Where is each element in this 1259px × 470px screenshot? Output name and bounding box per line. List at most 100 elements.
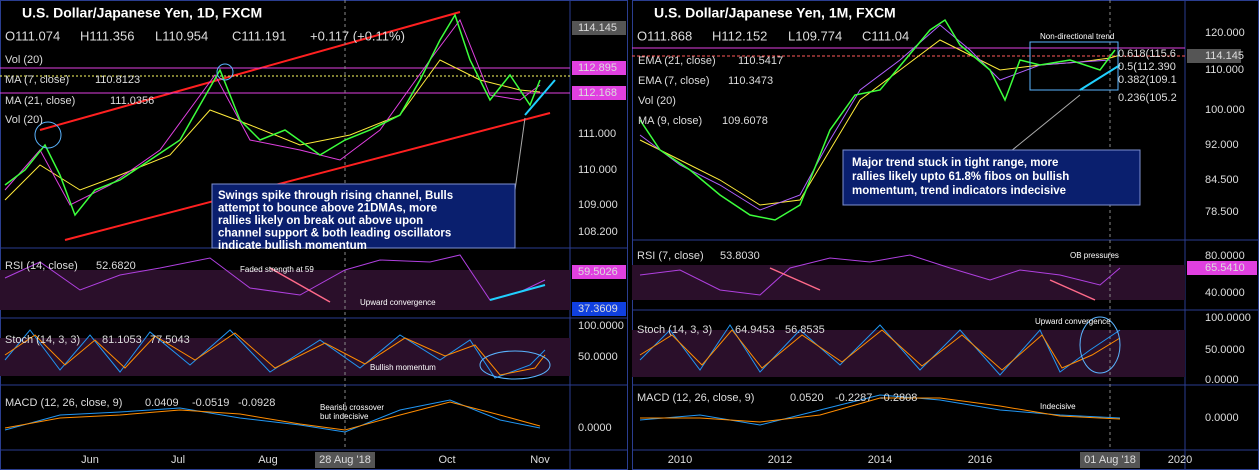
indicator-value: 52.6820	[96, 260, 136, 272]
price-label: 108.200	[578, 226, 618, 238]
ohlc-value: H112.152	[712, 28, 767, 43]
price-tag	[1187, 261, 1257, 275]
price-label: 0.0000	[1205, 412, 1239, 424]
indicator-label: Stoch (14, 3, 3)	[637, 324, 712, 336]
legend-label: EMA (21, close)	[638, 55, 716, 67]
time-label: Jul	[171, 454, 185, 466]
price-label: 109.000	[578, 199, 618, 211]
indicator-value: 81.1053	[102, 334, 142, 346]
ohlc-value: O111.074	[5, 28, 60, 43]
annotation: attempt to bounce above 21DMAs, more	[218, 203, 437, 215]
annotation: Major trend stuck in tight range, more	[852, 157, 1058, 169]
annotation: Bearish crossover	[320, 403, 384, 412]
price-label: 112.168	[578, 87, 617, 99]
ohlc-value: C111.04	[862, 28, 909, 43]
legend-label: Vol (20)	[638, 95, 676, 107]
price-label: 110.000	[578, 164, 617, 176]
ohlc-value: +0.117 (+0.11%)	[310, 28, 405, 43]
right-price-drawing	[632, 0, 1185, 450]
legend-value: 110.8123	[95, 74, 140, 86]
price-label: 114.145	[1205, 50, 1244, 62]
ohlc-value: H111.356	[80, 28, 134, 43]
fib-label: 0.618(115.6	[1118, 48, 1176, 60]
legend-label: MA (21, close)	[5, 95, 75, 107]
indicator-label: Stoch (14, 3, 3)	[5, 334, 80, 346]
indicator-value: -0.2287	[835, 392, 872, 404]
price-label: 92.000	[1205, 139, 1239, 151]
time-tag	[315, 452, 375, 468]
ohlc-value: L109.774	[788, 28, 842, 43]
price-tag	[572, 265, 626, 279]
legend-value: 110.5417	[738, 55, 783, 67]
legend-value: 109.6078	[722, 115, 768, 127]
annotation: Indecisive	[1040, 402, 1076, 411]
chart-title: U.S. Dollar/Japanese Yen, 1D, FXCM	[22, 5, 262, 21]
annotation: Upward convergence	[1035, 317, 1111, 326]
annotation: rallies likely upto 61.8% fibos on bulli…	[852, 171, 1069, 183]
annotation: Faded strength at 59	[240, 265, 314, 274]
annotation: Upward convergence	[360, 298, 436, 307]
fib-label: 0.236(105.2	[1118, 92, 1177, 104]
time-label: 2014	[868, 454, 892, 466]
time-label: 01 Aug '18	[1084, 454, 1136, 466]
indicator-value: 64.9453	[735, 324, 775, 336]
price-tag	[572, 302, 626, 316]
price-label: 50.0000	[1205, 344, 1245, 356]
annotation: Swings spike through rising channel, Bul…	[218, 190, 453, 202]
ohlc-value: L110.954	[155, 28, 208, 43]
annotation: Bullish momentum	[370, 363, 436, 372]
time-label: Nov	[530, 454, 550, 466]
indicator-value: -0.0519	[192, 397, 229, 409]
price-label: 100.000	[1205, 104, 1245, 116]
time-label: Oct	[438, 454, 455, 466]
price-label: 112.895	[578, 62, 617, 74]
indicator-label: MACD (12, 26, close, 9)	[637, 392, 754, 404]
time-label: 2010	[668, 454, 692, 466]
time-tag	[1080, 452, 1140, 468]
price-label: 84.500	[1205, 174, 1239, 186]
price-label: 50.0000	[578, 351, 618, 363]
indicator-value: 77.5043	[150, 334, 190, 346]
price-label: 0.0000	[1205, 374, 1239, 386]
price-label: 120.000	[1205, 27, 1245, 39]
legend-value: 111.0356	[110, 95, 154, 107]
indicator-value: -0.0928	[238, 397, 275, 409]
price-label: 59.5026	[578, 266, 618, 278]
legend-label: EMA (7, close)	[638, 75, 710, 87]
annotation: indicate bullish momentum	[218, 240, 367, 252]
price-tag	[572, 21, 626, 35]
indicator-label: RSI (14, close)	[5, 260, 78, 272]
price-label: 114.145	[578, 22, 617, 34]
price-tag	[572, 61, 626, 75]
time-label: 2020	[1168, 454, 1192, 466]
annotation: OB pressures	[1070, 251, 1119, 260]
legend-label: Vol (20)	[5, 114, 43, 126]
legend-value: 110.3473	[728, 75, 773, 87]
indicator-value: 0.0520	[790, 392, 824, 404]
ohlc-value: C111.191	[232, 28, 286, 43]
time-label: 28 Aug '18	[319, 454, 371, 466]
indicator-label: MACD (12, 26, close, 9)	[5, 397, 122, 409]
indicator-value: 56.8535	[785, 324, 825, 336]
price-label: 65.5410	[1205, 262, 1245, 274]
price-label: 37.3609	[578, 303, 618, 315]
time-label: 2012	[768, 454, 792, 466]
indicator-value: -0.2808	[880, 392, 917, 404]
legend-label: MA (7, close)	[5, 74, 69, 86]
annotation: momentum, trend indicators indecisive	[852, 185, 1066, 197]
time-label: Aug	[258, 454, 278, 466]
indicator-value: 0.0409	[145, 397, 179, 409]
annotation: Non-directional trend	[1040, 32, 1114, 41]
legend-label: Vol (20)	[5, 54, 43, 66]
stoch-band	[0, 338, 570, 376]
price-label: 100.0000	[1205, 312, 1251, 324]
price-label: 0.0000	[578, 422, 612, 434]
price-label: 110.000	[1205, 64, 1244, 76]
price-tag	[1187, 49, 1241, 63]
legend-label: MA (9, close)	[638, 115, 702, 127]
price-tag	[572, 86, 626, 100]
annotation: channel support & both leading oscillato…	[218, 228, 451, 240]
price-label: 111.000	[578, 128, 616, 140]
